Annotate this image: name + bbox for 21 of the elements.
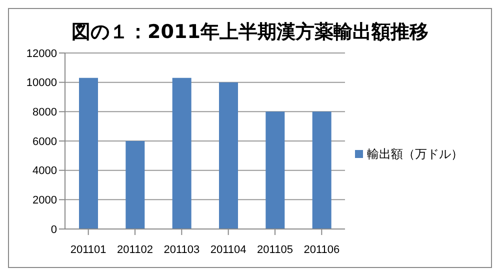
- bar: [312, 112, 332, 229]
- bar: [219, 82, 238, 229]
- bar: [266, 112, 285, 229]
- x-tick-label: 201104: [210, 244, 246, 256]
- bar: [126, 141, 145, 229]
- x-tick-label: 201101: [70, 244, 106, 256]
- y-tick-label: 2000: [32, 194, 57, 207]
- x-tick-label: 201103: [164, 244, 200, 256]
- legend-label: 輸出額（万ドル）: [367, 146, 463, 160]
- y-tick-label: 10000: [26, 77, 57, 90]
- y-tick-label: 0: [50, 224, 57, 236]
- bar: [172, 78, 192, 229]
- y-tick-label: 12000: [26, 48, 57, 60]
- x-tick-label: 201105: [257, 244, 293, 256]
- x-tick-label: 201102: [117, 244, 153, 256]
- bar: [79, 78, 98, 229]
- y-tick-label: 8000: [32, 106, 57, 119]
- y-tick-label: 6000: [32, 136, 57, 148]
- chart-title: 図の１：2011年上半期漢方薬輸出額推移: [70, 20, 430, 45]
- y-tick-label: 4000: [32, 165, 57, 178]
- x-tick-label: 201106: [304, 244, 340, 256]
